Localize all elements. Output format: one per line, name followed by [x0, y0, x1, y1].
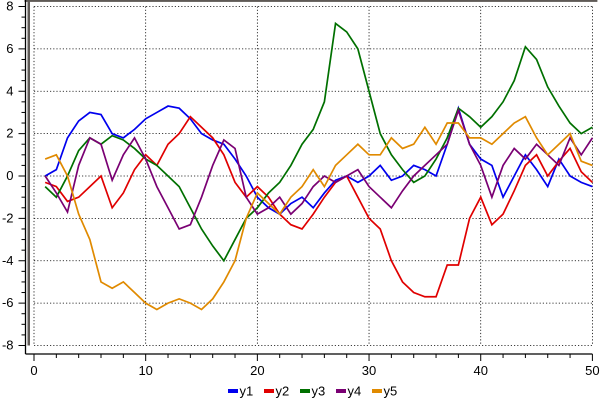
svg-text:y4: y4: [348, 384, 362, 399]
svg-text:y2: y2: [276, 384, 290, 399]
svg-text:50: 50: [585, 363, 599, 378]
svg-text:6: 6: [6, 41, 13, 56]
svg-text:30: 30: [362, 363, 376, 378]
svg-text:y5: y5: [384, 384, 398, 399]
svg-text:-6: -6: [2, 295, 14, 310]
svg-text:40: 40: [473, 363, 487, 378]
svg-text:0: 0: [6, 168, 13, 183]
svg-text:2: 2: [6, 126, 13, 141]
svg-text:y3: y3: [312, 384, 326, 399]
svg-text:8: 8: [6, 0, 13, 14]
svg-text:-2: -2: [2, 210, 14, 225]
svg-text:20: 20: [250, 363, 264, 378]
svg-text:y1: y1: [240, 384, 254, 399]
svg-text:-4: -4: [2, 253, 14, 268]
svg-text:4: 4: [6, 83, 13, 98]
svg-text:-8: -8: [2, 338, 14, 353]
svg-text:0: 0: [30, 363, 37, 378]
svg-text:10: 10: [138, 363, 152, 378]
